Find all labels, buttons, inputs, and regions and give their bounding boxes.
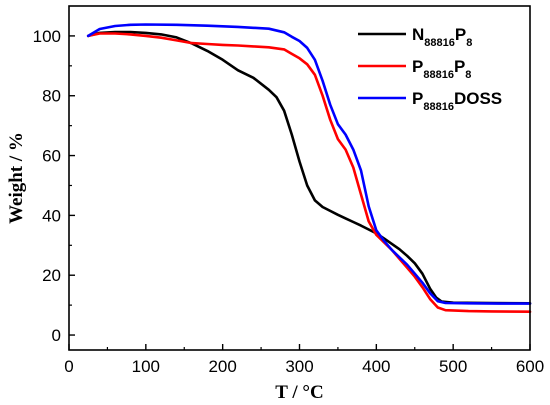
series-line (86, 32, 532, 313)
legend: N88816P8 P88816P8 P88816DOSS (358, 25, 502, 113)
series-line (86, 30, 532, 305)
y-tick-label: 40 (42, 206, 61, 225)
x-tick-label: 600 (516, 357, 544, 376)
x-tick-label: 500 (439, 357, 467, 376)
legend-label: P88816P8 (412, 57, 471, 81)
axis-ticks: 0 100 200 300 400 500 600 0 20 40 60 80 100 (33, 27, 545, 376)
y-tick-label: 20 (42, 266, 61, 285)
y-tick-label: 80 (42, 87, 61, 106)
y-tick-label: 0 (52, 326, 61, 345)
x-tick-label: 0 (64, 357, 73, 376)
x-axis-label: T / °C (275, 382, 323, 403)
x-tick-label: 400 (362, 357, 390, 376)
x-tick-label: 100 (132, 357, 160, 376)
y-tick-label: 100 (33, 27, 61, 46)
legend-label: N88816P8 (412, 25, 472, 49)
legend-label: P88816DOSS (412, 89, 502, 113)
plot-lines (86, 23, 532, 313)
x-tick-label: 200 (208, 357, 236, 376)
series-line (86, 23, 532, 305)
y-tick-label: 60 (42, 147, 61, 166)
x-tick-label: 300 (285, 357, 313, 376)
y-axis-label: Weight / % (6, 132, 27, 224)
